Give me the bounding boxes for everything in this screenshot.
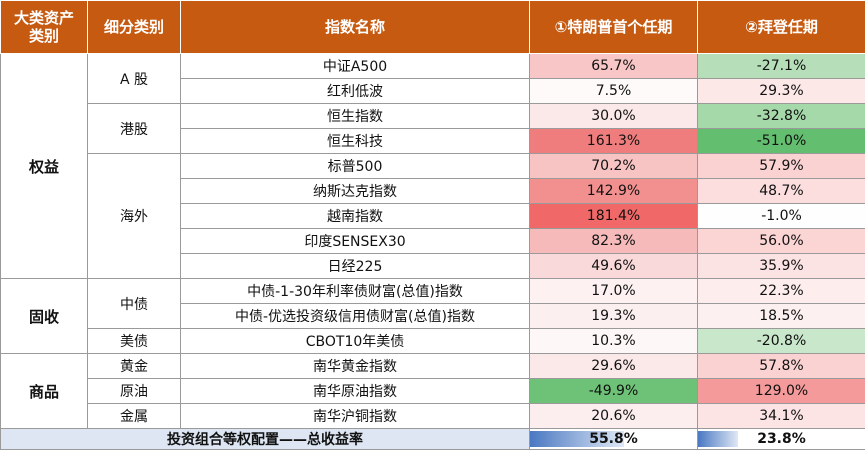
trump-return-cell: 10.3% [529, 328, 698, 354]
sub-category-cell: 港股 [87, 103, 181, 154]
biden-return-cell: 56.0% [697, 228, 865, 254]
index-name-cell: 南华黄金指数 [180, 353, 530, 379]
index-name-cell: 纳斯达克指数 [180, 178, 530, 204]
trump-return-cell: 30.0% [529, 103, 698, 129]
footer-trump-total: 55.8% [529, 428, 698, 450]
table-row: 印度SENSEX30 82.3% 56.0% [1, 228, 865, 254]
footer-label: 投资组合等权配置——总收益率 [0, 428, 530, 450]
index-name-cell: 中证A500 [180, 53, 530, 79]
biden-return-cell: 48.7% [697, 178, 865, 204]
table-row: 日经225 49.6% 35.9% [1, 253, 865, 279]
biden-return-cell: 18.5% [697, 303, 865, 329]
trump-return-cell: 19.3% [529, 303, 698, 329]
major-category-cell: 权益 [0, 53, 88, 279]
table-row: 权益 A 股中证A500 65.7% -27.1% [0, 53, 865, 279]
index-name-cell: 南华原油指数 [180, 378, 530, 404]
trump-return-cell: 17.0% [529, 278, 698, 304]
sub-category-cell: 原油 [87, 378, 181, 404]
table-row: 固收 中债 中债-1-30年利率债财富(总值)指数 17.0% 22.3% [0, 278, 865, 354]
table-row: 海外 标普500 70.2% 57.9% [1, 153, 865, 279]
biden-return-cell: -27.1% [697, 53, 865, 79]
header-biden-term: ②拜登任期 [697, 0, 865, 54]
index-name-cell: 中债-优选投资级信用债财富(总值)指数 [180, 303, 530, 329]
biden-total-value: 23.8% [757, 431, 806, 447]
table-body: 权益 A 股中证A500 65.7% -27.1% 红利低波 7.5% 29.3% 港股 恒生指… [0, 53, 865, 429]
biden-return-cell: 57.8% [697, 353, 865, 379]
trump-return-cell: 142.9% [529, 178, 698, 204]
trump-return-cell: 29.6% [529, 353, 698, 379]
index-name-cell: 印度SENSEX30 [180, 228, 530, 254]
table-row: 金属 南华沪铜指数 20.6% 34.1% [1, 403, 865, 429]
trump-return-cell: 82.3% [529, 228, 698, 254]
sub-category-cell: 黄金 [87, 353, 181, 379]
table-row: 红利低波 7.5% 29.3% [1, 78, 865, 104]
returns-table: 大类资产类别 细分类别 指数名称 ①特朗普首个任期 ②拜登任期 权益 A 股中证A… [0, 0, 865, 450]
trump-return-cell: -49.9% [529, 378, 698, 404]
index-name-cell: 红利低波 [180, 78, 530, 104]
trump-return-cell: 65.7% [529, 53, 698, 79]
trump-total-bar [530, 431, 624, 447]
sub-category-cell: 中债 [87, 278, 181, 329]
trump-return-cell: 7.5% [529, 78, 698, 104]
trump-return-cell: 20.6% [529, 403, 698, 429]
index-name-cell: 中债-1-30年利率债财富(总值)指数 [180, 278, 530, 304]
trump-total-value: 55.8% [589, 431, 638, 447]
table-row: 原油 南华原油指数 -49.9% 129.0% [1, 378, 865, 404]
biden-return-cell: 22.3% [697, 278, 865, 304]
trump-return-cell: 70.2% [529, 153, 698, 179]
major-category-cell: 商品 [0, 353, 88, 429]
index-name-cell: 恒生科技 [180, 128, 530, 154]
index-name-cell: 南华沪铜指数 [180, 403, 530, 429]
index-name-cell: CBOT10年美债 [180, 328, 530, 354]
biden-return-cell: 57.9% [697, 153, 865, 179]
table-row: 纳斯达克指数 142.9% 48.7% [1, 178, 865, 204]
sub-category-cell: A 股 [87, 53, 181, 104]
biden-return-cell: 35.9% [697, 253, 865, 279]
biden-return-cell: -20.8% [697, 328, 865, 354]
index-name-cell: 标普500 [180, 153, 530, 179]
sub-category-cell: 美债 [87, 328, 181, 354]
index-name-cell: 越南指数 [180, 203, 530, 229]
biden-return-cell: -1.0% [697, 203, 865, 229]
trump-return-cell: 161.3% [529, 128, 698, 154]
table-row: 商品 黄金 南华黄金指数 29.6% 57.8% [0, 353, 865, 429]
table-row: 美债 CBOT10年美债 10.3% -20.8% [1, 328, 865, 354]
footer-row: 投资组合等权配置——总收益率 55.8% 23.8% [0, 428, 865, 450]
major-category-cell: 固收 [0, 278, 88, 354]
table-row: 越南指数 181.4% -1.0% [1, 203, 865, 229]
table-row: 恒生科技 161.3% -51.0% [1, 128, 865, 154]
biden-return-cell: 34.1% [697, 403, 865, 429]
table-row: 中债-优选投资级信用债财富(总值)指数 19.3% 18.5% [1, 303, 865, 329]
biden-return-cell: -51.0% [697, 128, 865, 154]
header-sub-category: 细分类别 [87, 0, 181, 54]
biden-total-bar [698, 431, 739, 447]
footer-biden-total: 23.8% [697, 428, 865, 450]
index-name-cell: 恒生指数 [180, 103, 530, 129]
header-index-name: 指数名称 [180, 0, 530, 54]
trump-return-cell: 49.6% [529, 253, 698, 279]
trump-return-cell: 181.4% [529, 203, 698, 229]
sub-category-cell: 金属 [87, 403, 181, 429]
biden-return-cell: 129.0% [697, 378, 865, 404]
biden-return-cell: 29.3% [697, 78, 865, 104]
header-trump-term: ①特朗普首个任期 [529, 0, 698, 54]
table-row: 港股 恒生指数 30.0% -32.8% [1, 103, 865, 154]
biden-return-cell: -32.8% [697, 103, 865, 129]
index-name-cell: 日经225 [180, 253, 530, 279]
header-row: 大类资产类别 细分类别 指数名称 ①特朗普首个任期 ②拜登任期 [0, 0, 865, 54]
sub-category-cell: 海外 [87, 153, 181, 279]
header-major-category: 大类资产类别 [0, 0, 88, 54]
